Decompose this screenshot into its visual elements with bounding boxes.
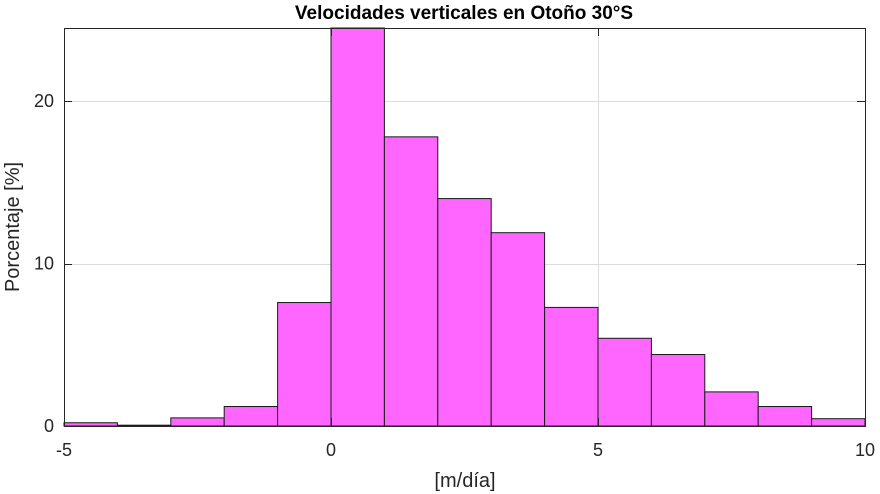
histogram-bar: [383, 136, 439, 427]
y-axis-label: Porcentaje [%]: [2, 162, 24, 292]
histogram-bar: [811, 418, 866, 427]
chart-title: Velocidades verticales en Otoño 30°S: [295, 3, 633, 24]
y-tick-label: 10: [34, 254, 54, 274]
bars: [63, 27, 866, 427]
x-tick-label: -5: [56, 440, 72, 460]
histogram-bar: [437, 198, 492, 427]
histogram-bar: [170, 417, 225, 427]
x-tick-label: 5: [593, 440, 603, 460]
histogram-bar: [490, 232, 546, 427]
histogram-bar: [650, 354, 706, 427]
x-axis-label: [m/día]: [434, 470, 495, 492]
histogram-bar: [63, 422, 118, 427]
histogram-bar: [544, 306, 599, 427]
x-tick-label: 0: [326, 440, 336, 460]
plot-frame: [64, 28, 866, 427]
histogram-bar: [757, 406, 813, 427]
histogram-bar: [277, 302, 332, 427]
histogram-bar: [223, 406, 279, 427]
histogram-bar: [330, 27, 385, 427]
histogram-bar: [597, 337, 652, 427]
histogram-bar: [116, 424, 172, 427]
x-tick-label: 10: [855, 440, 875, 460]
histogram-bar: [704, 391, 759, 427]
y-tick-label: 0: [44, 416, 54, 436]
y-tick-label: 20: [34, 91, 54, 111]
